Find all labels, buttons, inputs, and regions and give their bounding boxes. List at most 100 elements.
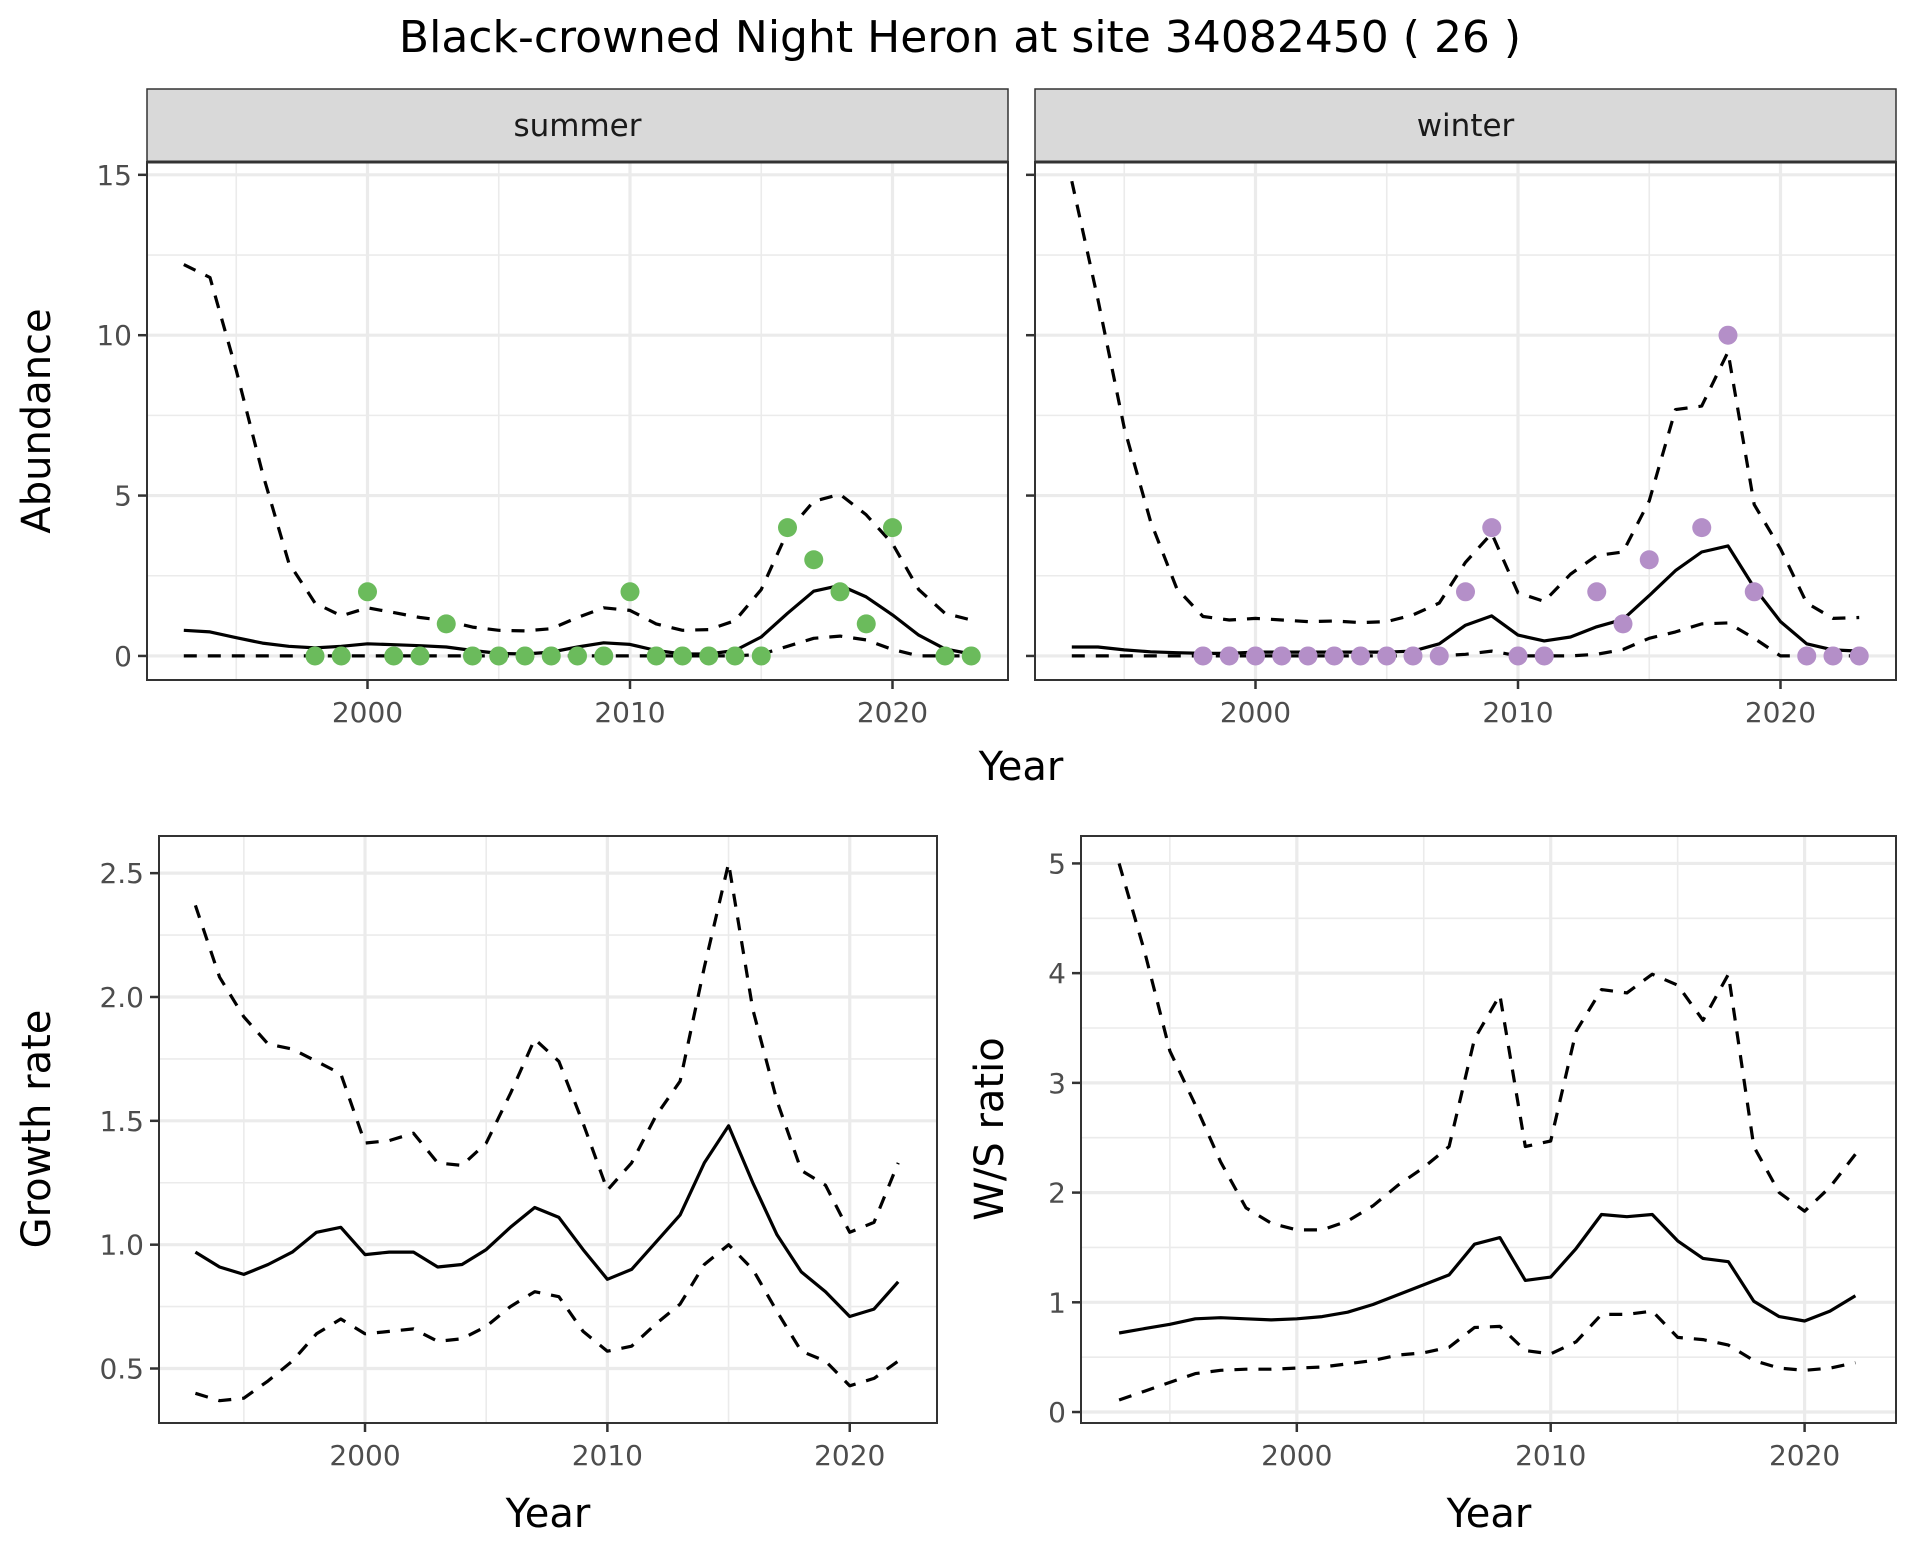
series-line-lower — [1118, 1309, 1856, 1402]
observed-point — [1534, 646, 1554, 666]
observed-point — [1587, 582, 1607, 602]
panel-abundance-summer: summer 2000 2010 2020 0 5 10 15 — [96, 88, 1009, 729]
x-axis-title-top: Year — [978, 744, 1064, 790]
axes-growth: 2000 2010 2020 0.5 1.0 1.5 2.0 2.5 — [99, 857, 885, 1472]
observed-point — [1639, 550, 1659, 570]
y-tick-label: 5 — [114, 480, 132, 513]
y-axis-title-ws: W/S ratio — [967, 1037, 1013, 1220]
observed-point — [935, 646, 955, 666]
y-tick-label: 3 — [1048, 1067, 1066, 1100]
observed-point — [778, 518, 797, 538]
observed-point — [1377, 646, 1397, 666]
axes-ws: 2000 2010 2020 0 1 2 3 4 5 — [1048, 847, 1840, 1472]
observed-point — [856, 614, 876, 634]
observed-point — [1797, 646, 1817, 666]
x-tick-label: 2010 — [572, 1439, 643, 1472]
observed-point — [541, 646, 561, 666]
series-line-upper — [193, 861, 900, 1234]
observed-point — [1849, 646, 1869, 666]
y-tick-label: 10 — [96, 319, 132, 352]
series-line-estimate — [1118, 1212, 1857, 1335]
observed-point — [830, 582, 850, 602]
axes-winter: 2000 2010 2020 — [1026, 173, 1816, 729]
observed-point — [751, 646, 771, 666]
observed-point — [489, 646, 509, 666]
strip-label-winter: winter — [1417, 108, 1515, 144]
observed-point — [436, 614, 456, 634]
observed-point — [1823, 646, 1843, 666]
y-tick-label: 5 — [1048, 847, 1066, 880]
gridlines-growth — [159, 836, 937, 1423]
x-axis-title-ws: Year — [1446, 1491, 1532, 1537]
y-tick-label: 2 — [1048, 1177, 1066, 1210]
observed-point — [883, 518, 902, 538]
series-line-lower — [1071, 621, 1860, 658]
observed-point — [1324, 646, 1344, 666]
x-tick-label: 2010 — [594, 696, 665, 729]
series-line-upper — [1070, 180, 1860, 625]
observed-point — [1298, 646, 1318, 666]
observed-point — [1272, 646, 1292, 666]
panel-border-summer — [146, 161, 1009, 681]
strip-label-summer: summer — [513, 108, 641, 144]
x-tick-label: 2000 — [329, 1439, 400, 1472]
y-tick-label: 2.0 — [99, 981, 144, 1014]
x-tick-label: 2020 — [857, 696, 928, 729]
observed-point — [1219, 646, 1239, 666]
series-line-lower — [194, 1243, 900, 1403]
y-tick-label: 1 — [1048, 1286, 1066, 1319]
gridlines-winter — [1035, 162, 1896, 680]
observed-point — [594, 646, 614, 666]
observed-point — [358, 582, 377, 602]
marks-summer — [183, 263, 981, 666]
x-tick-label: 2020 — [1769, 1439, 1840, 1472]
x-axis-title-growth: Year — [505, 1491, 591, 1537]
chart-title: Black-crowned Night Heron at site 340824… — [399, 12, 1521, 63]
observed-point — [331, 646, 351, 666]
y-tick-label: 15 — [96, 159, 132, 192]
series-line-upper — [1117, 862, 1857, 1232]
observed-point — [1508, 646, 1528, 666]
marks-ws — [1117, 862, 1857, 1402]
y-tick-label: 4 — [1048, 957, 1066, 990]
observed-point — [725, 646, 745, 666]
observed-point — [1403, 646, 1423, 666]
observed-point — [1193, 646, 1213, 666]
y-tick-label: 1.5 — [99, 1105, 144, 1138]
panel-border-ws — [1080, 835, 1897, 1424]
panel-abundance-winter: winter 2000 2010 2020 — [1026, 88, 1897, 729]
observed-point — [804, 550, 824, 570]
y-tick-label: 0 — [1048, 1396, 1066, 1429]
marks-growth — [193, 861, 900, 1403]
observed-point — [1613, 614, 1633, 634]
y-axis-title-growth: Growth rate — [14, 1010, 60, 1249]
y-tick-label: 0 — [114, 640, 132, 673]
panel-ws-ratio: 2000 2010 2020 0 1 2 3 4 5 — [1048, 835, 1897, 1472]
observed-point — [384, 646, 404, 666]
series-line-estimate — [183, 583, 972, 656]
observed-point — [410, 646, 430, 666]
observed-point — [568, 646, 587, 666]
y-axis-title-abundance: Abundance — [14, 308, 60, 533]
strip-summer — [146, 88, 1009, 163]
observed-point — [1692, 518, 1712, 538]
observed-point — [699, 646, 719, 666]
observed-point — [620, 582, 640, 602]
y-tick-label: 1.0 — [99, 1229, 144, 1262]
observed-point — [673, 646, 692, 666]
observed-point — [1744, 582, 1764, 602]
observed-point — [1456, 582, 1475, 602]
observed-point — [1482, 518, 1502, 538]
axes-summer: 2000 2010 2020 0 5 10 15 — [96, 159, 928, 729]
observed-point — [1429, 646, 1449, 666]
observed-point — [646, 646, 666, 666]
x-tick-label: 2000 — [332, 696, 403, 729]
x-tick-label: 2000 — [1261, 1439, 1332, 1472]
panel-growth-rate: 2000 2010 2020 0.5 1.0 1.5 2.0 2.5 — [99, 835, 938, 1472]
x-tick-label: 2000 — [1220, 696, 1291, 729]
x-tick-label: 2010 — [1515, 1439, 1586, 1472]
gridlines-ws — [1081, 836, 1896, 1423]
x-tick-label: 2020 — [1745, 696, 1816, 729]
observed-point — [463, 646, 482, 666]
